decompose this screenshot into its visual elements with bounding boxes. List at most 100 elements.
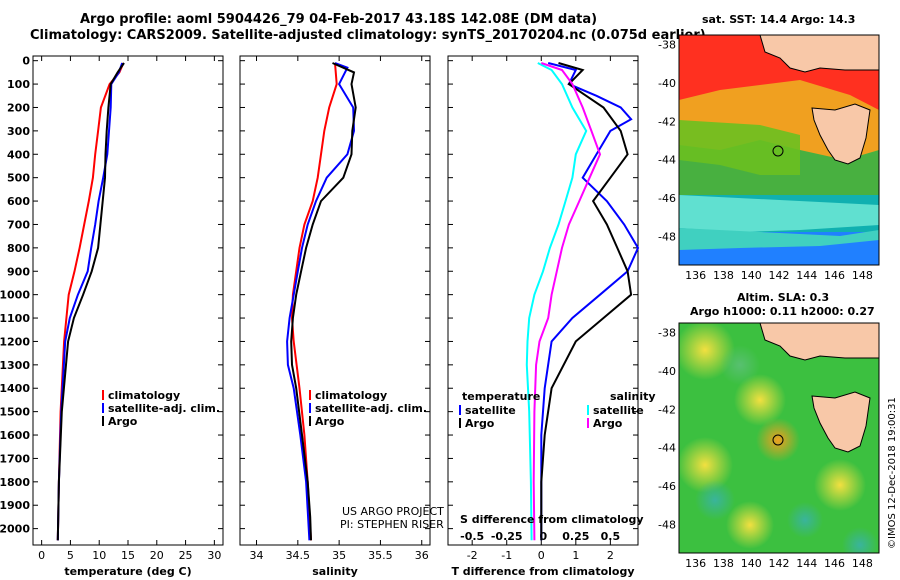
y-tick-label: 800 [7,242,30,255]
y-tick-label: 1300 [0,359,30,372]
map-x-tick-label: 146 [824,269,845,282]
sst-map-title: sat. SST: 14.4 Argo: 14.3 [702,13,856,26]
sst-map-australia-coast [759,35,879,73]
y-tick-label: 200 [7,101,30,114]
series-line-climatology [290,62,338,541]
s-tick-label: 0.25 [562,530,589,543]
series-line-temperature-satellite [540,62,640,541]
map-y-tick-label: -42 [658,403,676,416]
sla-bump [695,480,735,520]
sst-argo-location-marker [772,145,784,157]
y-tick-label: 700 [7,218,30,231]
map-x-tick-label: 138 [713,269,734,282]
map-y-tick-label: -46 [658,480,676,493]
sla-argo-location-marker [772,434,784,446]
legend-label: Argo [593,417,623,430]
panel-frame-temperature [32,55,224,546]
y-tick-label: 1600 [0,429,30,442]
map-x-tick-label: 146 [824,557,845,570]
sla-bump [842,527,878,553]
series-line-satellite-adj-clim- [56,62,124,541]
side-timestamp-stamp: ©IMOS 12-Dec-2018 19:00:31 [887,397,898,549]
sla-bump [756,418,800,462]
y-tick-label: 600 [7,195,30,208]
sla-map-australia-coast [759,323,879,361]
x-tick-label: 0 [538,549,545,562]
map-y-tick-label: -44 [658,154,676,167]
x-axis-label: salinity [312,565,358,578]
sla-map-frame [678,322,880,554]
map-y-tick-label: -40 [658,77,676,90]
sla-map-tasmania-island [811,391,871,453]
legend-label: satellite-adj. clim. [315,402,427,415]
x-tick-label: 30 [207,549,221,562]
x-axis-label: T difference from climatology [451,565,634,578]
s-tick-label: -0.5 [460,530,484,543]
map-x-tick-label: 140 [741,269,762,282]
legend-label: satellite [465,404,516,417]
series-line-argo [290,62,357,541]
map-y-tick-label: -44 [658,442,676,455]
map-x-tick-label: 136 [685,269,706,282]
series-line-argo [56,62,125,541]
x-tick-label: 35 [332,549,346,562]
sla-bump [814,459,866,511]
series-line-salinity-argo [532,62,602,541]
y-tick-label: 1100 [0,312,30,325]
s-axis-label: S difference from climatology [460,513,644,526]
x-tick-label: 1 [572,549,579,562]
legend-label: climatology [315,389,387,402]
map-y-tick-label: -38 [658,327,676,340]
s-tick-label: 0 [539,530,547,543]
y-tick-label: 100 [7,78,30,91]
y-tick-label: 1400 [0,382,30,395]
x-tick-label: 35.5 [368,549,393,562]
series-line-temperature-argo [540,62,633,541]
x-tick-label: 36 [415,549,429,562]
y-tick-label: 1800 [0,476,30,489]
map-x-tick-label: 136 [685,557,706,570]
x-tick-label: -1 [501,549,512,562]
legend-title-temperature: temperature [462,390,540,403]
y-tick-label: 0 [22,55,30,68]
legend-label: Argo [465,417,495,430]
plot-title-line2: Climatology: CARS2009. Satellite-adjuste… [30,28,706,43]
legend-label: satellite-adj. clim. [108,402,220,415]
map-x-tick-label: 144 [796,557,817,570]
legend-label: climatology [108,389,180,402]
sst-map-tasmania-island [811,103,871,165]
map-x-tick-label: 148 [852,269,873,282]
credit-line1: US ARGO PROJECT [342,505,444,518]
y-tick-label: 400 [7,148,30,161]
sla-map [678,322,880,554]
map-y-tick-label: -38 [658,39,676,52]
series-line-climatology [56,62,125,541]
series-line-salinity-satellite [525,62,588,541]
legend-label: Argo [108,415,138,428]
credit-line2: PI: STEPHEN RISER [340,518,444,531]
y-tick-label: 2000 [0,523,30,536]
x-tick-label: 0 [38,549,45,562]
x-axis-label: temperature (deg C) [64,565,191,578]
legend-label: Argo [315,415,345,428]
x-tick-label: -2 [467,549,478,562]
sla-bump [720,345,760,385]
map-x-tick-label: 138 [713,557,734,570]
y-tick-label: 1200 [0,335,30,348]
y-tick-label: 500 [7,172,30,185]
x-tick-label: 34.5 [286,549,311,562]
y-tick-label: 1500 [0,406,30,419]
x-tick-label: 5 [67,549,74,562]
sla-bump [726,501,774,549]
map-x-tick-label: 144 [796,269,817,282]
sla-map-title-line2: Argo h1000: 0.11 h2000: 0.27 [690,305,875,318]
map-y-tick-label: -48 [658,230,676,243]
map-y-tick-label: -46 [658,192,676,205]
legend-title-salinity: salinity [610,390,656,403]
y-tick-label: 300 [7,125,30,138]
map-y-tick-label: -42 [658,115,676,128]
sst-map-band-warm-green [679,120,800,175]
sst-map-cyan-dip [679,228,879,250]
x-tick-label: 10 [92,549,106,562]
